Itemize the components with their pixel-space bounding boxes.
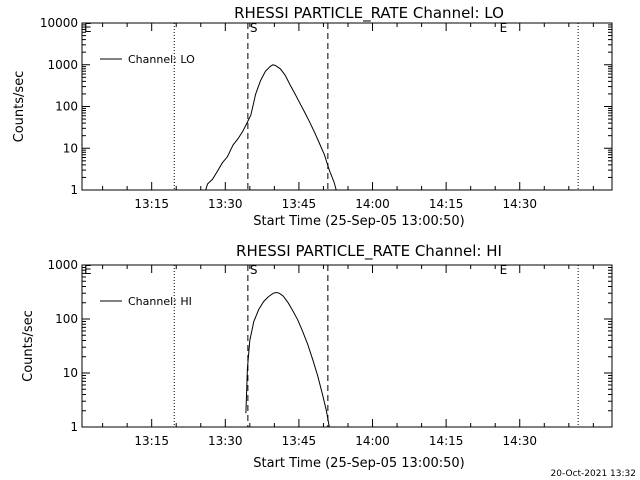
- y-tick-label: 100: [55, 100, 78, 114]
- y-axis-label: Counts/sec: [21, 310, 36, 382]
- x-tick-label: 14:15: [429, 197, 464, 211]
- y-axis-label: Counts/sec: [12, 71, 27, 143]
- x-tick-label: 13:30: [208, 434, 243, 448]
- y-tick-label: 10: [63, 141, 78, 155]
- marker-label: S: [250, 21, 258, 35]
- plot-frame: [81, 264, 613, 428]
- marker-label: E: [500, 263, 508, 277]
- x-tick-label: 14:15: [429, 434, 464, 448]
- x-tick-label: 13:45: [282, 197, 317, 211]
- chart-title: RHESSI PARTICLE_RATE Channel: LO: [234, 4, 504, 23]
- y-tick-label: 10000: [40, 16, 78, 30]
- marker-label: S: [250, 263, 258, 277]
- marker-label: E: [84, 21, 92, 35]
- x-axis-label: Start Time (25-Sep-05 13:00:50): [253, 456, 464, 471]
- y-tick-label: 1000: [47, 258, 78, 272]
- chart-panel-2: RHESSI PARTICLE_RATE Channel: HI 1 10 100 10…: [21, 242, 613, 471]
- plot-frame: [81, 22, 613, 191]
- y-tick-label: 1: [70, 183, 78, 197]
- footer-timestamp: 20-Oct-2021 13:32: [551, 469, 636, 479]
- legend-label: Channel: HI: [128, 295, 192, 308]
- series-line: [205, 64, 337, 191]
- x-tick-label: 14:30: [502, 434, 537, 448]
- x-tick-label: 13:15: [134, 434, 169, 448]
- x-tick-label: 14:00: [355, 197, 390, 211]
- y-tick-label: 100: [55, 312, 78, 326]
- x-axis-label: Start Time (25-Sep-05 13:00:50): [253, 214, 464, 229]
- y-tick-label: 1000: [47, 58, 78, 72]
- x-tick-label: 14:30: [502, 197, 537, 211]
- x-tick-label: 13:15: [134, 197, 169, 211]
- y-tick-label: 1: [70, 420, 78, 434]
- x-tick-label: 13:45: [282, 434, 317, 448]
- legend-label: Channel: LO: [128, 53, 195, 66]
- y-tick-label: 10: [63, 366, 78, 380]
- series-line: [245, 291, 330, 428]
- chart-title: RHESSI PARTICLE_RATE Channel: HI: [236, 242, 502, 261]
- marker-label: E: [84, 263, 92, 277]
- chart-panel-1: RHESSI PARTICLE_RATE Channel: LO 1 10 100 10…: [12, 4, 613, 229]
- marker-label: E: [500, 21, 508, 35]
- x-tick-label: 13:30: [208, 197, 243, 211]
- x-tick-label: 14:00: [355, 434, 390, 448]
